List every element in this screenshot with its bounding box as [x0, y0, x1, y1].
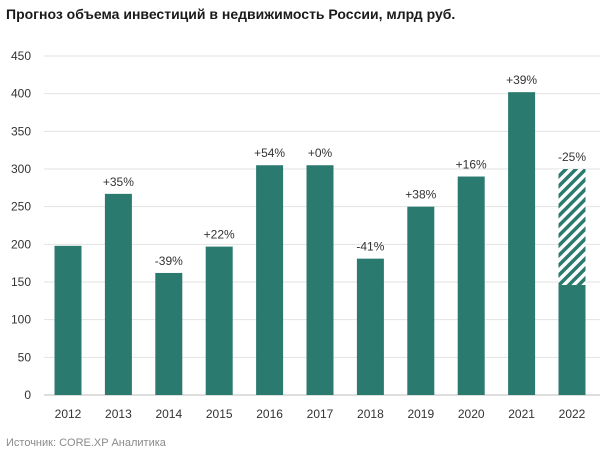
y-tick-label: 150 — [11, 275, 31, 289]
data-label: +39% — [506, 73, 537, 87]
data-label: -41% — [356, 240, 384, 254]
x-tick-label: 2013 — [105, 407, 132, 421]
y-tick-label: 50 — [18, 350, 32, 364]
x-tick-label: 2019 — [407, 407, 434, 421]
source-note: Источник: CORE.XP Аналитика — [6, 437, 166, 449]
bar — [54, 245, 82, 395]
y-tick-label: 400 — [11, 87, 31, 101]
x-tick-label: 2014 — [155, 407, 182, 421]
y-axis-ticks: 0 50 100 150 200 250 300 350 400 450 — [11, 49, 31, 402]
bar — [256, 165, 284, 395]
x-tick-label: 2016 — [256, 407, 283, 421]
data-label: +16% — [456, 158, 487, 172]
x-tick-label: 2022 — [559, 407, 586, 421]
data-label: +38% — [405, 188, 436, 202]
y-tick-label: 0 — [24, 388, 31, 402]
bar — [306, 165, 334, 395]
bar-forecast-range — [558, 169, 586, 286]
bar — [508, 92, 536, 395]
data-label: +54% — [254, 146, 285, 160]
y-tick-label: 200 — [11, 237, 31, 251]
bar — [356, 258, 384, 395]
x-tick-label: 2018 — [357, 407, 384, 421]
data-label: +0% — [308, 146, 333, 160]
x-tick-label: 2017 — [307, 407, 334, 421]
bars — [54, 92, 586, 395]
y-tick-label: 100 — [11, 313, 31, 327]
bar — [407, 206, 435, 395]
data-label: +35% — [103, 175, 134, 189]
data-label: -25% — [558, 150, 586, 164]
x-axis-ticks: 2012 2013 2014 2015 2016 2017 2018 2019 2020 2021… — [55, 407, 586, 421]
data-label: -39% — [155, 254, 183, 268]
bar — [558, 285, 586, 395]
data-labels: +35% -39% +22% +54% +0% -41% +38% +16% +39% -25% — [103, 73, 586, 268]
x-tick-label: 2015 — [206, 407, 233, 421]
y-tick-label: 450 — [11, 49, 31, 63]
bar — [457, 176, 485, 395]
x-tick-label: 2021 — [508, 407, 535, 421]
chart-title: Прогноз объема инвестиций в недвижимость… — [6, 6, 456, 22]
bar — [205, 246, 233, 395]
bar — [104, 193, 132, 395]
bar — [155, 272, 183, 395]
y-tick-label: 350 — [11, 124, 31, 138]
x-tick-label: 2020 — [458, 407, 485, 421]
y-tick-label: 250 — [11, 200, 31, 214]
y-tick-label: 300 — [11, 162, 31, 176]
x-tick-label: 2012 — [55, 407, 82, 421]
data-label: +22% — [204, 228, 235, 242]
